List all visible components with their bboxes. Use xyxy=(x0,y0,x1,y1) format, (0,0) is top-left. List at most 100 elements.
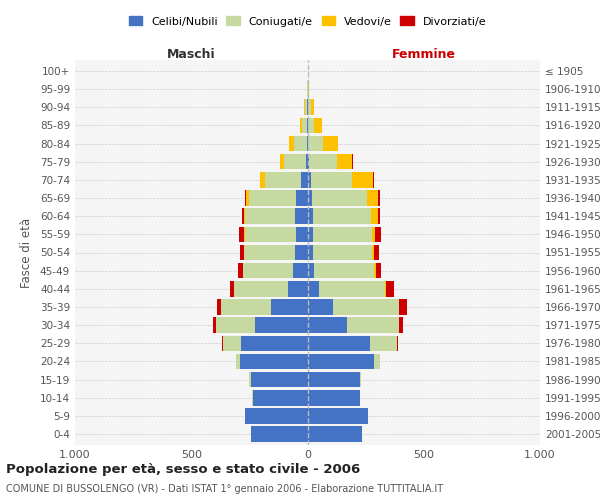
Bar xyxy=(308,408,368,424)
Bar xyxy=(373,172,374,188)
Bar xyxy=(244,245,295,260)
Bar xyxy=(250,372,251,388)
Text: Femmine: Femmine xyxy=(392,48,456,61)
Bar xyxy=(370,336,397,351)
Bar xyxy=(265,172,301,188)
Bar xyxy=(305,100,307,115)
Bar xyxy=(240,354,308,369)
Bar xyxy=(308,136,323,152)
Bar xyxy=(319,281,385,296)
Bar xyxy=(308,100,311,115)
Legend: Celibi/Nubili, Coniugati/e, Vedovi/e, Divorziati/e: Celibi/Nubili, Coniugati/e, Vedovi/e, Di… xyxy=(124,12,491,31)
Bar xyxy=(230,281,234,296)
Bar xyxy=(376,226,380,242)
Bar xyxy=(245,190,247,206)
Bar xyxy=(221,300,271,314)
Bar xyxy=(311,172,352,188)
Bar xyxy=(372,245,374,260)
Bar xyxy=(333,300,400,314)
Bar xyxy=(245,208,295,224)
Bar xyxy=(234,281,288,296)
Bar xyxy=(385,281,386,296)
Y-axis label: Fasce di età: Fasce di età xyxy=(20,218,33,288)
Bar xyxy=(323,136,338,152)
Bar xyxy=(301,172,308,188)
Bar xyxy=(300,118,302,133)
Bar xyxy=(374,263,376,278)
Bar xyxy=(236,354,240,369)
Bar xyxy=(372,226,376,242)
Bar xyxy=(245,408,308,424)
Bar xyxy=(313,226,372,242)
Bar xyxy=(304,100,305,115)
Bar xyxy=(308,300,333,314)
Bar xyxy=(311,100,314,115)
Bar xyxy=(289,136,294,152)
Bar xyxy=(308,172,311,188)
Bar xyxy=(374,354,380,369)
Bar xyxy=(214,318,215,333)
Bar xyxy=(376,263,382,278)
Bar xyxy=(307,136,308,152)
Bar xyxy=(215,318,255,333)
Bar xyxy=(400,300,407,314)
Bar xyxy=(305,154,308,170)
Bar xyxy=(296,190,308,206)
Bar xyxy=(314,118,322,133)
Bar xyxy=(352,172,373,188)
Bar xyxy=(308,208,313,224)
Bar xyxy=(360,372,361,388)
Bar xyxy=(313,245,372,260)
Bar xyxy=(397,336,398,351)
Bar xyxy=(400,318,403,333)
Bar xyxy=(352,154,353,170)
Bar xyxy=(238,263,242,278)
Bar xyxy=(295,208,308,224)
Bar xyxy=(308,336,370,351)
Bar xyxy=(241,336,308,351)
Bar xyxy=(295,245,308,260)
Bar xyxy=(374,245,379,260)
Bar xyxy=(243,263,293,278)
Bar xyxy=(308,281,319,296)
Bar xyxy=(308,263,314,278)
Bar xyxy=(248,190,296,206)
Bar xyxy=(378,190,380,206)
Bar xyxy=(296,226,308,242)
Bar xyxy=(378,208,380,224)
Bar xyxy=(251,426,308,442)
Bar xyxy=(371,208,378,224)
Bar xyxy=(284,154,305,170)
Text: Maschi: Maschi xyxy=(167,48,215,61)
Bar xyxy=(367,190,378,206)
Bar xyxy=(222,336,223,351)
Bar xyxy=(271,300,308,314)
Bar xyxy=(314,263,374,278)
Bar xyxy=(308,154,309,170)
Bar xyxy=(308,190,311,206)
Bar xyxy=(242,208,244,224)
Bar xyxy=(308,245,313,260)
Bar xyxy=(247,190,248,206)
Bar xyxy=(313,208,371,224)
Bar xyxy=(280,154,284,170)
Bar xyxy=(244,208,245,224)
Bar xyxy=(337,154,352,170)
Bar xyxy=(308,390,360,406)
Bar xyxy=(245,226,296,242)
Bar xyxy=(217,300,221,314)
Bar xyxy=(308,426,362,442)
Text: COMUNE DI BUSSOLENGO (VR) - Dati ISTAT 1° gennaio 2006 - Elaborazione TUTTITALIA: COMUNE DI BUSSOLENGO (VR) - Dati ISTAT 1… xyxy=(6,484,443,494)
Bar xyxy=(244,226,245,242)
Bar xyxy=(308,318,347,333)
Bar xyxy=(223,336,241,351)
Bar xyxy=(308,118,314,133)
Bar xyxy=(240,245,244,260)
Bar xyxy=(293,263,308,278)
Bar xyxy=(308,372,360,388)
Bar xyxy=(311,190,367,206)
Bar xyxy=(294,136,307,152)
Bar xyxy=(239,226,244,242)
Bar xyxy=(307,118,308,133)
Bar xyxy=(308,354,374,369)
